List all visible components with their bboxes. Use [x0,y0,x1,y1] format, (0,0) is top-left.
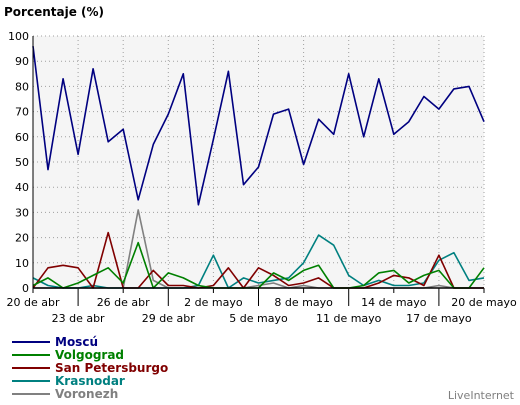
series-line-san-petersburgo [32,231,484,289]
y-tick-label: 10 [15,257,29,270]
x-tick-label: 2 de mayo [184,296,243,309]
y-tick-label: 50 [15,156,29,169]
brand-label: LiveInternet [448,389,515,402]
y-axis-ticks: 0 10 20 30 40 50 60 70 80 90 100 [8,30,29,295]
chart-title: Porcentaje (%) [4,5,104,19]
x-tick-label: 14 de mayo [361,296,427,309]
y-tick-label: 40 [15,181,29,194]
y-tick-label: 0 [22,282,29,295]
legend-label-krasnodar: Krasnodar [55,374,125,388]
x-tick-label: 23 de abr [52,312,105,325]
series-line-mosc- [32,46,485,206]
x-tick-label: 17 de mayo [406,312,472,325]
y-tick-label: 100 [8,30,29,43]
x-tick-label: 11 de mayo [316,312,382,325]
legend-label-san-petersburgo: San Petersburgo [55,361,168,375]
plot-background [33,36,484,288]
y-tick-label: 80 [15,80,29,93]
x-tick-label: 26 de abr [97,296,150,309]
y-tick-label: 90 [15,55,29,68]
x-tick-label: 29 de abr [142,312,195,325]
x-tick-label: 20 de mayo [451,296,517,309]
legend-label-mosc-: Moscú [55,335,98,349]
legend-label-volgograd: Volgograd [55,348,124,362]
y-tick-label: 60 [15,131,29,144]
x-tick-label: 8 de mayo [274,296,333,309]
y-tick-label: 20 [15,232,29,245]
x-axis-ticks: 20 de abr 23 de abr 26 de abr 29 de abr 2 de… [7,288,517,325]
y-tick-label: 70 [15,106,29,119]
y-tick-label: 30 [15,206,29,219]
legend-label-voronezh: Voronezh [55,387,118,401]
x-tick-label: 5 de mayo [229,312,288,325]
x-tick-label: 20 de abr [7,296,60,309]
